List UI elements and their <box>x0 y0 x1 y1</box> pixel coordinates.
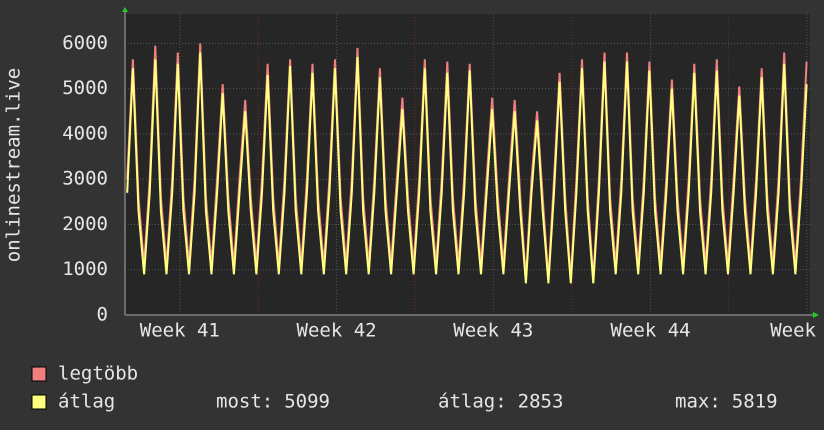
legend-swatch <box>31 366 47 382</box>
legend-label: legtöbb <box>58 363 138 385</box>
x-tick-label: Week 42 <box>297 320 377 342</box>
y-tick-label: 1000 <box>62 258 108 280</box>
legend: legtöbb átlag most: 5099 átlag: 2853 max: 5819 <box>31 363 778 413</box>
x-tick-label: Week <box>770 320 816 342</box>
stat-label: most: <box>216 391 273 413</box>
plot-area <box>125 14 810 315</box>
stat-value: 5099 <box>284 391 330 413</box>
y-arrow <box>122 7 128 12</box>
stat-label: max: <box>675 391 721 413</box>
y-tick-label: 4000 <box>62 122 108 144</box>
stat-label: átlag: <box>438 391 507 413</box>
y-tick-label: 2000 <box>62 213 108 235</box>
legend-swatch <box>31 394 47 410</box>
x-arrow <box>813 312 819 318</box>
y-tick-label: 0 <box>97 304 108 326</box>
x-tick-label: Week 44 <box>611 320 691 342</box>
series-line <box>126 52 808 284</box>
lines <box>126 43 808 284</box>
stat-value: 5819 <box>732 391 778 413</box>
y-tick-label: 5000 <box>62 77 108 99</box>
stat-value: 2853 <box>518 391 564 413</box>
grid <box>125 14 810 316</box>
y-tick-label: 6000 <box>62 32 108 54</box>
y-tick-label: 3000 <box>62 168 108 190</box>
legend-label: átlag <box>58 391 115 413</box>
y-axis-label: onlinestream.live <box>3 68 25 262</box>
x-tick-label: Week 41 <box>140 320 220 342</box>
x-tick-label: Week 43 <box>453 320 533 342</box>
